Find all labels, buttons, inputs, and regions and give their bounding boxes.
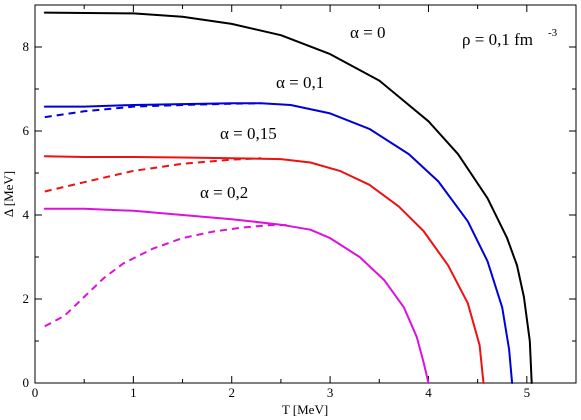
series-line-4 — [44, 157, 262, 193]
y-axis: 0 2 4 6 8 — [23, 4, 576, 390]
series-line-0 — [43, 11, 533, 384]
series-line-2 — [44, 102, 262, 119]
y-tick-label: 6 — [23, 123, 30, 138]
y-tick-label: 2 — [23, 291, 30, 306]
x-tick-label: 3 — [327, 385, 334, 400]
series-line-3 — [43, 155, 485, 384]
x-tick-label: 2 — [228, 385, 235, 400]
alpha-label-0-15: α = 0,15 — [220, 124, 277, 143]
series-line-6 — [44, 224, 291, 328]
y-axis-label: Δ [MeV] — [1, 171, 16, 217]
x-tick-label: 5 — [524, 385, 531, 400]
alpha-label-0-1: α = 0,1 — [276, 73, 324, 92]
x-axis: 0 1 2 3 4 5 — [32, 5, 577, 400]
y-tick-label: 8 — [23, 39, 30, 54]
series-layer — [43, 11, 533, 384]
plot-frame — [34, 4, 577, 384]
x-tick-label: 1 — [130, 385, 137, 400]
density-annotation: ρ = 0,1 fm — [462, 30, 533, 49]
alpha-label-0: α = 0 — [350, 23, 386, 42]
x-axis-label: T [MeV] — [282, 402, 328, 417]
y-tick-label: 0 — [23, 375, 30, 390]
series-line-1 — [43, 102, 514, 384]
density-exponent: -3 — [548, 27, 558, 39]
series-line-5 — [43, 207, 430, 384]
y-tick-label: 4 — [23, 207, 30, 222]
x-tick-label: 4 — [425, 385, 432, 400]
alpha-label-0-2: α = 0,2 — [200, 183, 248, 202]
x-tick-label: 0 — [32, 385, 39, 400]
